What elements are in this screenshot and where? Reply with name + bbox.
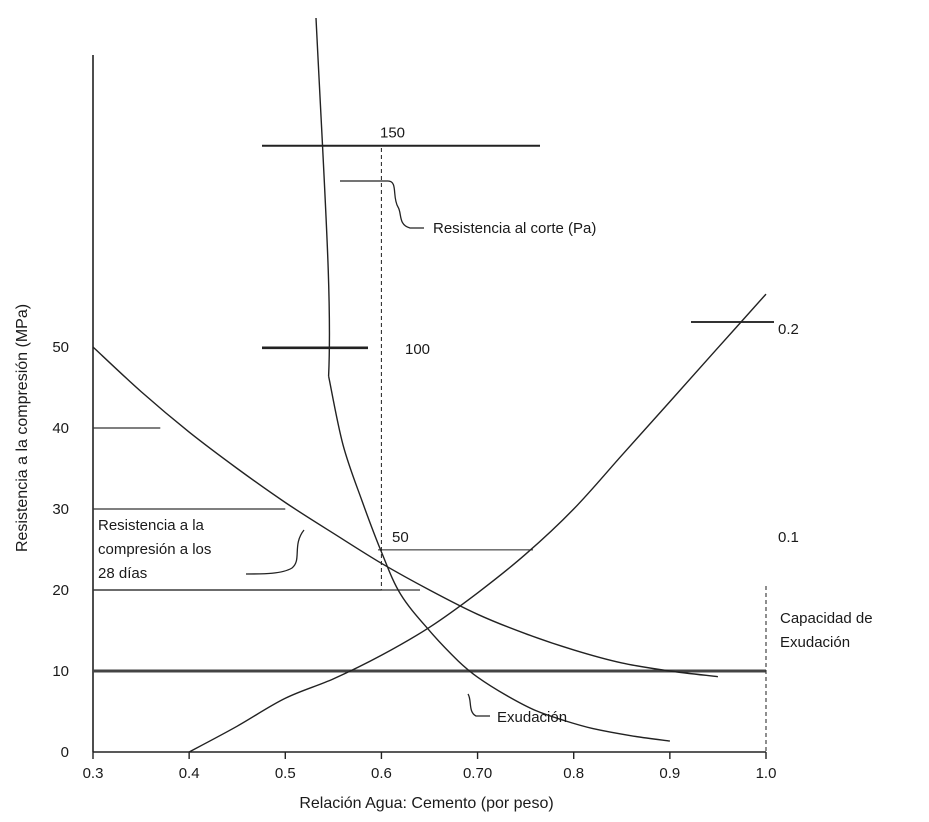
chart-texts: 0.3 0.4 0.5 0.6 0.70 0.8 0.9 1.0 0 10 20 30 40 50 Rela… <box>14 125 873 812</box>
y-axis-label: Resistencia a la compresión (MPa) <box>14 304 31 552</box>
shear-strength-curve-tail <box>315 17 331 377</box>
x-tick-label: 0.4 <box>179 765 200 782</box>
x-tick-label: 1.0 <box>756 765 777 782</box>
shear-scale-label: 100 <box>405 341 430 358</box>
y-tick-label: 10 <box>52 663 69 680</box>
compression-curve-label: Resistencia a la <box>98 517 205 534</box>
shear-scale-label: 150 <box>380 125 405 142</box>
compression-curve-label: 28 días <box>98 565 147 582</box>
y-tick-label: 30 <box>52 501 69 518</box>
bleeding-scale-label: 0.2 <box>778 321 799 338</box>
annotation-leaders <box>245 180 490 717</box>
y-tick-label: 0 <box>61 744 69 761</box>
y-tick-label: 40 <box>52 420 69 437</box>
x-tick-label: 0.6 <box>371 765 392 782</box>
bleeding-curve <box>188 293 767 753</box>
curves <box>92 17 767 753</box>
compression-strength-curve <box>92 346 718 678</box>
bleeding-axis-label: Exudación <box>780 634 850 651</box>
x-tick-label: 0.70 <box>463 765 492 782</box>
shear-curve-label: Resistencia al corte (Pa) <box>433 220 596 237</box>
bleeding-scale-label: 0.1 <box>778 529 799 546</box>
x-axis-label: Relación Agua: Cemento (por peso) <box>299 795 553 812</box>
bleeding-label-leader <box>467 693 490 717</box>
x-tick-label: 0.3 <box>83 765 104 782</box>
shear-label-leader <box>340 180 424 229</box>
x-tick-label: 0.8 <box>563 765 584 782</box>
x-tick-label: 0.5 <box>275 765 296 782</box>
bleeding-curve-label: Exudación <box>497 709 567 726</box>
x-tick-label: 0.9 <box>659 765 680 782</box>
compression-curve-label: compresión a los <box>98 541 211 558</box>
y-tick-label: 20 <box>52 582 69 599</box>
chart-axes <box>92 55 767 759</box>
shear-strength-curve <box>327 375 670 742</box>
reference-lines <box>93 144 774 752</box>
compression-label-leader <box>245 529 305 575</box>
shear-scale-label: 50 <box>392 529 409 546</box>
y-tick-label: 50 <box>52 339 69 356</box>
bleeding-axis-label: Capacidad de <box>780 610 873 627</box>
